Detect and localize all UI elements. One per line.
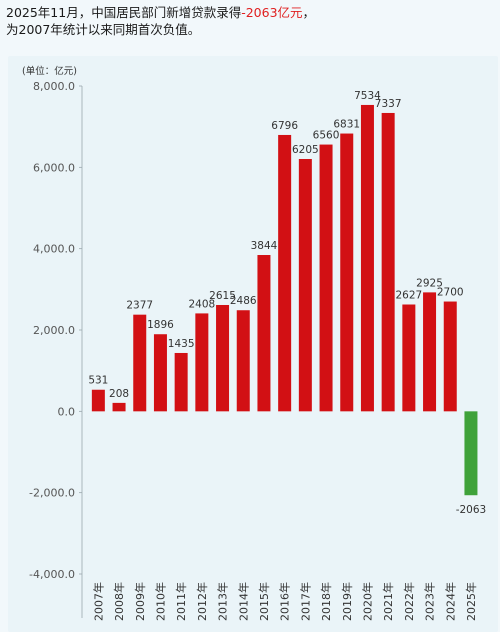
x-tick-label: 2020年 — [360, 582, 374, 621]
bar — [464, 411, 478, 496]
unit-label: (单位：亿元) — [22, 65, 77, 77]
bar — [340, 133, 354, 412]
bars — [91, 104, 478, 496]
bar — [112, 402, 126, 412]
data-label: 6831 — [333, 119, 360, 131]
chart-title: 2025年11月，中国居民部门新增贷款录得-2063亿元， 为2007年统计以来… — [6, 4, 496, 38]
bar — [91, 389, 105, 412]
y-tick-label: -2,000.0 — [29, 487, 75, 500]
x-tick-label: 2010年 — [153, 582, 167, 621]
bar — [360, 104, 374, 412]
x-tick-label: 2022年 — [402, 582, 416, 621]
data-label: 2408 — [188, 298, 215, 310]
data-label: -2063 — [456, 504, 487, 516]
y-tick-label: 0.0 — [58, 405, 76, 418]
bar — [195, 313, 209, 412]
x-tick-label: 2014年 — [236, 582, 250, 621]
x-tick-label: 2011年 — [174, 582, 188, 621]
data-label: 2925 — [416, 277, 443, 289]
data-label: 1435 — [168, 338, 195, 350]
x-tick-label: 2017年 — [298, 582, 312, 621]
data-label: 1896 — [147, 319, 174, 331]
y-tick-label: -4,000.0 — [29, 568, 75, 581]
x-axis-labels: 2007年 2008年 2009年 2010年 2011年 2012年 2013年 2014年… — [91, 582, 478, 621]
x-tick-label: 2025年 — [464, 582, 478, 621]
bar — [278, 134, 292, 412]
bar — [174, 352, 188, 412]
data-label: 2700 — [437, 287, 464, 299]
title-highlight-value: -2063亿元 — [241, 5, 303, 20]
y-tick-label: 4,000.0 — [33, 243, 75, 256]
bar — [402, 304, 416, 412]
x-tick-label: 2024年 — [443, 582, 457, 621]
x-tick-label: 2013年 — [216, 582, 230, 621]
x-tick-label: 2015年 — [257, 582, 271, 621]
x-tick-label: 2007年 — [91, 582, 105, 621]
data-label: 208 — [109, 388, 129, 400]
data-label: 6205 — [292, 144, 319, 156]
y-tick-label: 8,000.0 — [33, 80, 75, 93]
bar — [423, 292, 437, 412]
x-tick-label: 2023年 — [423, 582, 437, 621]
title-line2: 为2007年统计以来同期首次负值。 — [6, 22, 201, 37]
bar — [236, 310, 250, 412]
data-label: 7534 — [354, 90, 381, 102]
y-tick-label: 6,000.0 — [33, 161, 75, 174]
x-tick-label: 2009年 — [133, 582, 147, 621]
bar — [153, 334, 167, 412]
x-tick-label: 2019年 — [340, 582, 354, 621]
chart-panel — [8, 56, 498, 632]
y-axis-ticks: -4,000.0 -2,000.0 0.0 2,000.0 4,000.0 6,000.0… — [29, 80, 82, 581]
title-line1-suffix: ， — [302, 5, 316, 20]
data-label: 6796 — [271, 120, 298, 132]
x-tick-label: 2021年 — [381, 582, 395, 621]
bar — [381, 112, 395, 412]
x-tick-label: 2012年 — [195, 582, 209, 621]
data-label: 2377 — [126, 300, 153, 312]
bar — [319, 144, 333, 412]
bar — [257, 255, 271, 412]
bar — [298, 158, 312, 412]
data-label: 6560 — [313, 130, 340, 142]
data-label: 7337 — [375, 98, 402, 110]
data-label: 2615 — [209, 290, 236, 302]
data-label: 2627 — [395, 290, 422, 302]
y-tick-label: 2,000.0 — [33, 324, 75, 337]
data-label: 3844 — [251, 240, 278, 252]
bar — [133, 314, 147, 412]
x-tick-label: 2016年 — [278, 582, 292, 621]
title-line1-prefix: 2025年11月，中国居民部门新增贷款录得 — [6, 5, 242, 20]
data-label: 531 — [88, 375, 108, 387]
bar — [443, 301, 457, 412]
x-tick-label: 2008年 — [112, 582, 126, 621]
bar — [216, 304, 230, 412]
data-label: 2486 — [230, 295, 257, 307]
x-tick-label: 2018年 — [319, 582, 333, 621]
